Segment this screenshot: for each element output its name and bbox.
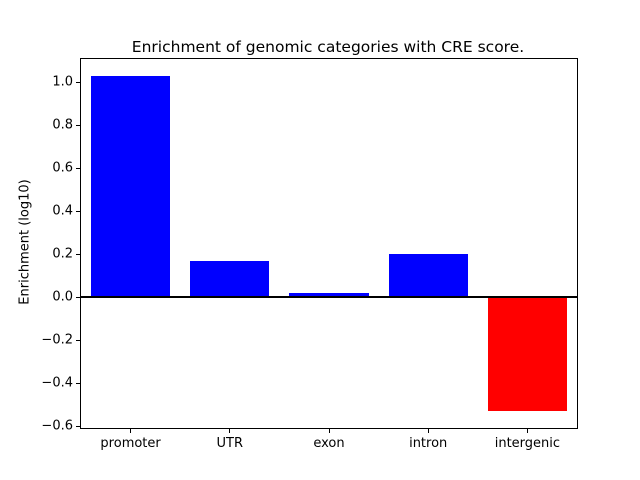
x-tick-label: intergenic <box>494 436 561 451</box>
y-tick-label: −0.2 <box>41 332 73 348</box>
x-tick <box>130 429 132 433</box>
bar-UTR <box>190 260 270 298</box>
y-tick <box>76 81 80 83</box>
bar-exon <box>289 292 369 298</box>
x-tick-label: intron <box>409 436 448 451</box>
y-tick-label: 0.0 <box>52 289 73 305</box>
bar-intron <box>388 254 468 298</box>
y-tick-label: 0.2 <box>52 246 73 262</box>
bar-promoter <box>90 75 171 298</box>
y-tick <box>76 253 80 255</box>
y-tick <box>76 296 80 298</box>
x-tick-label: promoter <box>100 436 161 451</box>
y-tick-label: 0.6 <box>52 160 73 176</box>
x-tick <box>328 429 330 433</box>
x-tick <box>229 429 231 433</box>
y-tick <box>76 167 80 169</box>
x-tick-label: UTR <box>216 436 244 451</box>
y-tick <box>76 339 80 341</box>
y-tick <box>76 124 80 126</box>
y-tick-label: −0.6 <box>41 418 73 434</box>
y-tick <box>76 382 80 384</box>
zero-line <box>81 296 577 299</box>
chart-title: Enrichment of genomic categories with CR… <box>131 38 525 56</box>
plot-area: 1.0 0.8 0.6 0.4 0.2 0.0 −0.2 −0.4 −0.6 promoter UT… <box>41 58 578 451</box>
x-tick <box>427 429 429 433</box>
y-tick-label: −0.4 <box>41 375 73 391</box>
x-tick-label: exon <box>313 436 345 451</box>
y-axis-label: Enrichment (log10) <box>17 179 33 305</box>
y-tick <box>76 425 80 427</box>
y-tick-label: 0.8 <box>52 117 73 133</box>
bar-intergenic <box>487 297 568 412</box>
y-tick-label: 1.0 <box>52 74 73 90</box>
y-tick-label: 0.4 <box>52 203 73 219</box>
y-tick <box>76 210 80 212</box>
x-tick <box>526 429 528 433</box>
